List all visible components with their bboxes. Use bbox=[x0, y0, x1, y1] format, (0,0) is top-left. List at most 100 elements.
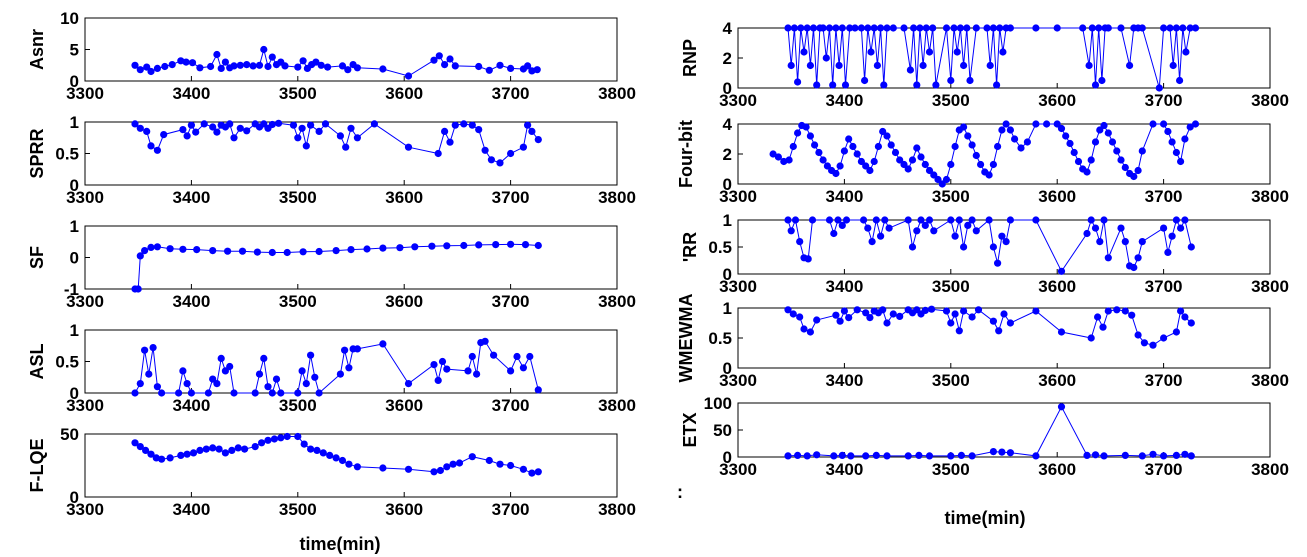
data-point bbox=[507, 149, 515, 158]
data-point bbox=[930, 171, 938, 179]
data-point bbox=[1100, 121, 1108, 130]
data-point bbox=[1100, 452, 1108, 460]
data-point bbox=[1083, 168, 1091, 176]
data-point bbox=[258, 439, 266, 447]
data-point bbox=[347, 124, 355, 132]
data-point bbox=[481, 146, 489, 154]
data-point bbox=[404, 380, 413, 388]
data-point bbox=[209, 375, 217, 383]
data-point bbox=[519, 143, 528, 151]
data-point bbox=[1155, 84, 1163, 92]
xtick-label: 3600 bbox=[1038, 187, 1076, 206]
ytick-label: 0 bbox=[723, 448, 732, 467]
data-point bbox=[1160, 120, 1168, 128]
ytick-label: 0.5 bbox=[708, 329, 732, 348]
data-point bbox=[136, 380, 144, 388]
data-point bbox=[1002, 238, 1010, 246]
data-point bbox=[947, 216, 955, 224]
data-point bbox=[1074, 157, 1083, 166]
data-point bbox=[379, 244, 387, 252]
xtick-label: 3300 bbox=[719, 371, 757, 390]
xtick-label: 3400 bbox=[172, 188, 210, 207]
data-point bbox=[136, 443, 144, 451]
data-point bbox=[847, 452, 855, 460]
data-point bbox=[428, 242, 436, 250]
xtick-label: 3500 bbox=[279, 188, 317, 207]
data-point bbox=[255, 61, 264, 69]
data-point bbox=[534, 386, 542, 394]
ytick-label: 0 bbox=[723, 175, 732, 194]
data-point bbox=[1138, 147, 1146, 155]
axes-asl bbox=[84, 329, 618, 394]
right-xlabel: time(min) bbox=[945, 508, 1026, 528]
data-point bbox=[161, 62, 169, 71]
xtick-label: 3800 bbox=[1251, 91, 1289, 110]
data-point bbox=[1121, 451, 1129, 459]
data-point bbox=[1172, 328, 1180, 336]
data-point bbox=[251, 389, 259, 397]
data-point bbox=[832, 169, 840, 178]
data-point bbox=[492, 241, 500, 249]
data-point bbox=[1104, 129, 1112, 137]
data-point bbox=[916, 24, 924, 32]
data-point bbox=[972, 24, 980, 32]
xtick-label: 3700 bbox=[492, 84, 530, 103]
data-point bbox=[434, 376, 442, 384]
data-point bbox=[917, 216, 925, 224]
ytick-label: 0 bbox=[723, 265, 732, 284]
data-point bbox=[1104, 24, 1112, 32]
data-point bbox=[1121, 307, 1129, 315]
data-point bbox=[226, 120, 234, 128]
data-point bbox=[507, 461, 515, 470]
xtick-label: 3300 bbox=[66, 292, 104, 311]
xtick-label: 3500 bbox=[279, 396, 317, 415]
data-point bbox=[813, 451, 821, 459]
xtick-label: 3300 bbox=[66, 188, 104, 207]
data-point bbox=[866, 166, 874, 175]
data-point bbox=[230, 134, 238, 142]
data-point bbox=[1002, 120, 1010, 128]
data-point bbox=[845, 135, 853, 143]
data-point bbox=[853, 150, 861, 158]
data-point bbox=[1100, 216, 1108, 224]
data-point bbox=[904, 452, 912, 460]
data-point bbox=[449, 460, 457, 468]
data-point bbox=[1134, 331, 1142, 339]
data-point bbox=[950, 24, 958, 32]
data-point bbox=[1085, 61, 1093, 70]
data-point bbox=[147, 142, 155, 150]
data-point bbox=[900, 24, 908, 32]
ytick-label: 0 bbox=[70, 72, 79, 91]
data-point bbox=[143, 63, 151, 71]
data-point bbox=[534, 136, 542, 144]
data-point bbox=[189, 449, 198, 457]
xtick-label: 3800 bbox=[1251, 187, 1289, 206]
xtick-label: 3500 bbox=[932, 460, 970, 479]
data-point bbox=[260, 45, 268, 54]
data-point bbox=[1134, 166, 1142, 175]
xtick-label: 3400 bbox=[825, 460, 863, 479]
data-point bbox=[404, 143, 413, 151]
data-point bbox=[885, 224, 893, 232]
ytick-label: 1 bbox=[723, 299, 732, 318]
data-point bbox=[487, 156, 495, 164]
data-point bbox=[851, 24, 859, 32]
data-point bbox=[960, 243, 968, 251]
data-point bbox=[841, 81, 850, 89]
data-point bbox=[526, 352, 534, 361]
data-point bbox=[977, 160, 985, 169]
xtick-label: 3800 bbox=[1251, 371, 1289, 390]
data-point bbox=[283, 248, 291, 257]
data-point bbox=[968, 216, 976, 224]
xtick-label: 3800 bbox=[598, 188, 636, 207]
xtick-label: 3800 bbox=[598, 292, 636, 311]
right-footnote: : bbox=[677, 482, 683, 502]
ytick-label: 2 bbox=[723, 49, 732, 68]
xtick-label: 3700 bbox=[492, 396, 530, 415]
data-point bbox=[1121, 163, 1129, 172]
data-point bbox=[524, 121, 532, 129]
data-point bbox=[507, 64, 515, 72]
data-point bbox=[994, 142, 1002, 151]
data-point bbox=[166, 245, 174, 253]
